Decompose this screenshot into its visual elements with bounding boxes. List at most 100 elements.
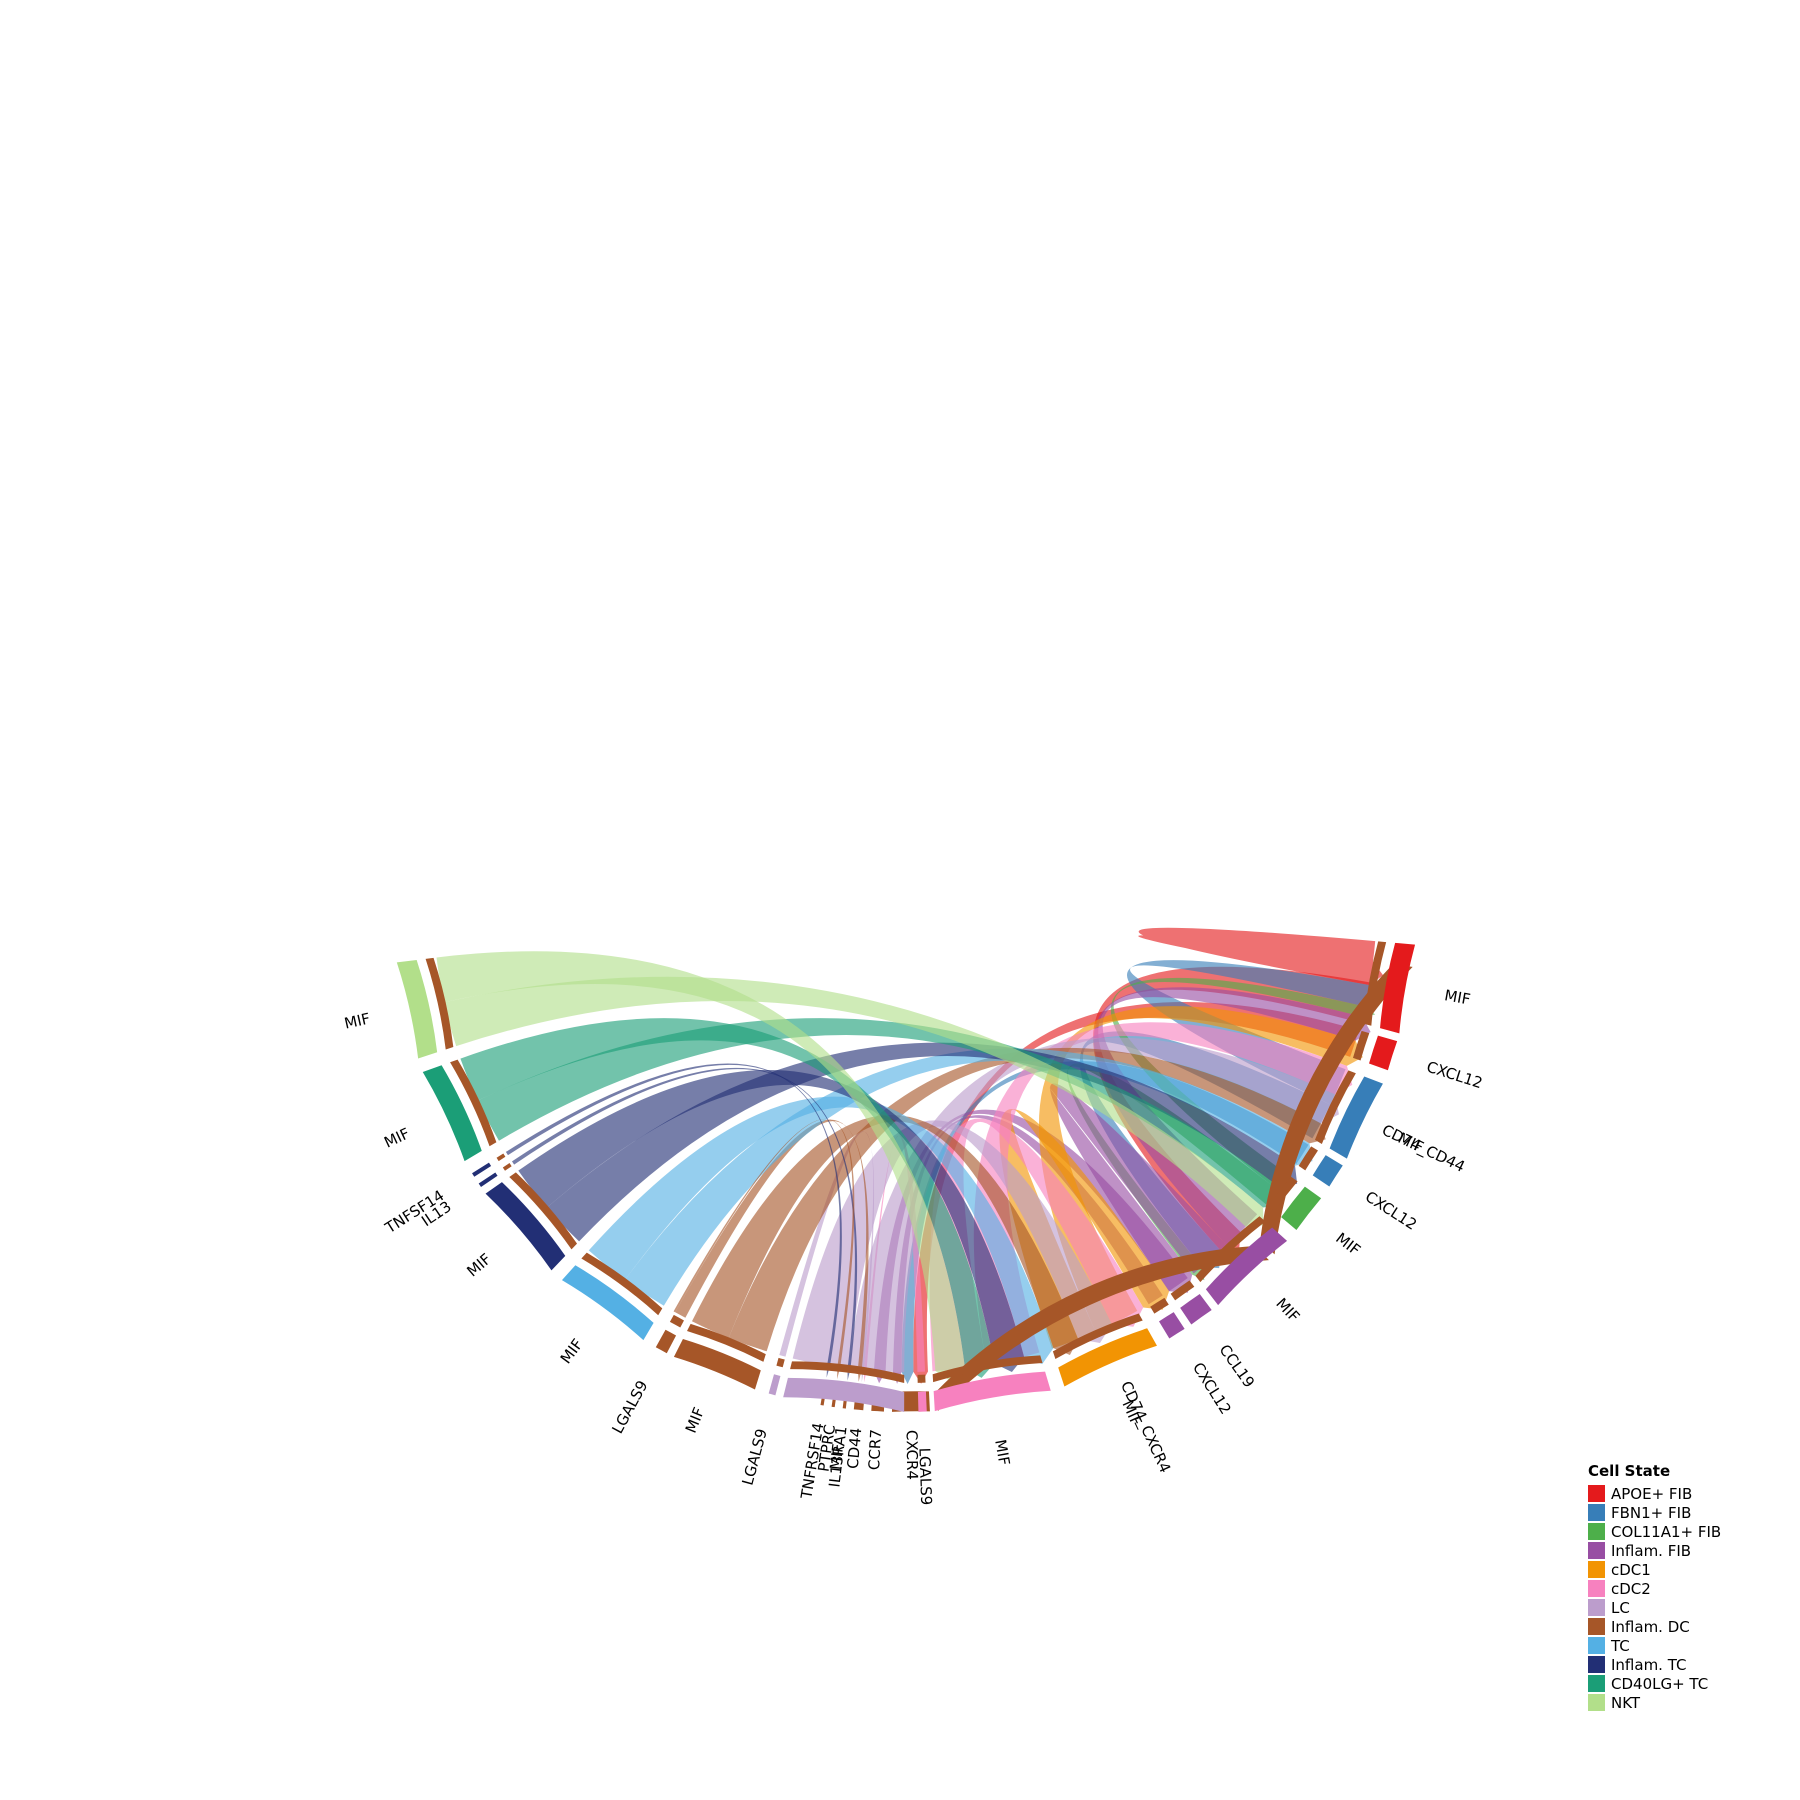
- receiver-inner-arc: [1363, 941, 1387, 1026]
- segment-label: CCL19: [1216, 1341, 1259, 1391]
- segment-label: CXCL12: [1424, 1058, 1484, 1093]
- legend-swatch: [1588, 1523, 1605, 1540]
- sender-cell-arc: [673, 1339, 761, 1390]
- legend-title: Cell State: [1588, 1462, 1671, 1480]
- segment-label: MIF: [682, 1405, 708, 1436]
- receiver-inner-arc: [509, 1172, 578, 1250]
- sender-cell-arc: [1058, 1328, 1157, 1387]
- legend-item: cDC1: [1588, 1560, 1721, 1579]
- chord-ribbon: [444, 976, 1264, 1227]
- receptor-arc: [1260, 964, 1413, 1255]
- legend-swatch: [1588, 1637, 1605, 1654]
- legend-swatch: [1588, 1504, 1605, 1521]
- ribbon-layer: [436, 927, 1384, 1384]
- chord-ribbon: [848, 1037, 1339, 1372]
- legend: Cell State APOE+ FIB FBN1+ FIB COL11A1+ FI…: [1588, 1462, 1721, 1712]
- receiver-inner-arc: [1150, 1297, 1169, 1314]
- receiver-inner-arc: [669, 1314, 684, 1328]
- sender-cell-arc: [1159, 1312, 1185, 1339]
- segment-label: MIF: [991, 1438, 1013, 1467]
- legend-item: Inflam. FIB: [1588, 1541, 1721, 1560]
- legend-item: TC: [1588, 1636, 1721, 1655]
- chord-ribbon: [1138, 927, 1384, 986]
- receiver-inner-arc: [790, 1361, 905, 1383]
- sender-cell-arc: [478, 1172, 498, 1187]
- legend-label: COL11A1+ FIB: [1611, 1522, 1722, 1541]
- legend-items: APOE+ FIB FBN1+ FIB COL11A1+ FIB Inflam. FI…: [1588, 1484, 1721, 1712]
- legend-swatch: [1588, 1485, 1605, 1502]
- receiver-inner-arc: [917, 1374, 926, 1383]
- legend-item: LC: [1588, 1598, 1721, 1617]
- segment-label: LGALS9: [739, 1427, 771, 1487]
- segment-label: CD44: [844, 1427, 866, 1470]
- segment-label: CXCR4: [903, 1430, 922, 1480]
- legend-item: COL11A1+ FIB: [1588, 1522, 1721, 1541]
- receiver-inner-arc: [450, 1059, 497, 1147]
- sender-cell-arc: [1281, 1186, 1322, 1231]
- legend-item: NKT: [1588, 1693, 1721, 1712]
- receiver-inner-arc: [1195, 1216, 1266, 1283]
- sender-cell-arc: [1369, 1035, 1398, 1071]
- legend-label: NKT: [1611, 1693, 1641, 1712]
- legend-label: TC: [1611, 1636, 1630, 1655]
- segment-label: LGALS9: [915, 1447, 935, 1505]
- sender-cell-arc: [1312, 1155, 1343, 1187]
- segment-label: MIF: [343, 1009, 372, 1032]
- legend-label: Inflam. DC: [1611, 1617, 1690, 1636]
- segment-label: MIF: [463, 1250, 494, 1281]
- chord-ribbon: [1048, 1083, 1227, 1293]
- sender-cell-arc: [472, 1162, 492, 1177]
- receiver-inner-arc: [496, 1153, 506, 1162]
- legend-label: CD40LG+ TC: [1611, 1674, 1709, 1693]
- legend-item: Inflam. DC: [1588, 1617, 1721, 1636]
- segment-label: LGALS9: [608, 1377, 651, 1436]
- receiver-inner-arc: [932, 1355, 1043, 1383]
- receiver-inner-arc: [1314, 1070, 1356, 1144]
- legend-item: cDC2: [1588, 1579, 1721, 1598]
- sender-cell-arc: [933, 1371, 1051, 1412]
- receiver-inner-arc: [425, 957, 454, 1050]
- receiver-inner-arc: [502, 1163, 512, 1171]
- sender-cell-arc: [561, 1265, 654, 1341]
- segment-label: MIF: [826, 1443, 847, 1471]
- sender-cell-arc: [783, 1377, 905, 1412]
- receiver-inner-arc: [687, 1323, 766, 1362]
- sender-cell-arc: [1180, 1293, 1212, 1325]
- sender-cell-arc: [485, 1182, 566, 1271]
- segment-label: MIF: [1443, 986, 1472, 1008]
- segment-label: CXCL12: [1362, 1188, 1420, 1234]
- legend-swatch: [1588, 1542, 1605, 1559]
- legend-label: cDC2: [1611, 1579, 1651, 1598]
- receiver-inner-arc: [581, 1252, 663, 1316]
- segment-label: MIF: [1332, 1229, 1364, 1259]
- chord-ribbon: [460, 1018, 995, 1378]
- legend-item: FBN1+ FIB: [1588, 1503, 1721, 1522]
- arc-layer: [396, 941, 1416, 1412]
- receiver-inner-arc: [1352, 1030, 1370, 1061]
- legend-item: CD40LG+ TC: [1588, 1674, 1721, 1693]
- segment-label: MIF: [1272, 1294, 1303, 1325]
- chord-ribbon: [436, 951, 965, 1382]
- sender-cell-arc: [917, 1391, 927, 1412]
- legend-swatch: [1588, 1618, 1605, 1635]
- segment-label: CD74_CXCR4: [1116, 1378, 1174, 1476]
- legend-swatch: [1588, 1656, 1605, 1673]
- legend-label: APOE+ FIB: [1611, 1484, 1693, 1503]
- legend-swatch: [1588, 1580, 1605, 1597]
- sender-cell-arc: [768, 1374, 781, 1396]
- sender-cell-arc: [1329, 1076, 1383, 1159]
- receiver-inner-arc: [1268, 1176, 1298, 1212]
- segment-label: CD74_CD44: [1379, 1121, 1468, 1177]
- chord-ribbon: [588, 1096, 1054, 1365]
- sender-cell-arc: [1205, 1227, 1288, 1306]
- legend-label: FBN1+ FIB: [1611, 1503, 1692, 1522]
- legend-swatch: [1588, 1599, 1605, 1616]
- legend-label: Inflam. TC: [1611, 1655, 1687, 1674]
- chord-ribbon: [691, 1114, 1079, 1356]
- receiver-inner-arc: [1298, 1146, 1318, 1171]
- legend-item: APOE+ FIB: [1588, 1484, 1721, 1503]
- legend-swatch: [1588, 1675, 1605, 1692]
- receiver-inner-arc: [776, 1357, 785, 1368]
- legend-swatch: [1588, 1694, 1605, 1711]
